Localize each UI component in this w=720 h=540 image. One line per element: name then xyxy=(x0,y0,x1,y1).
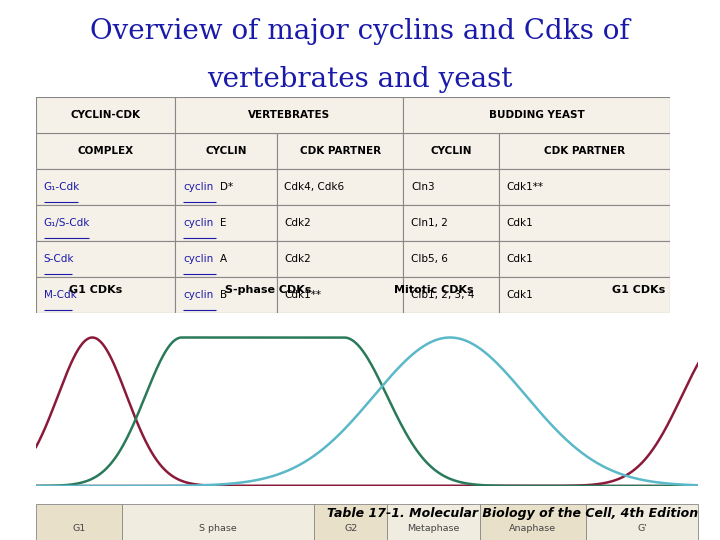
FancyBboxPatch shape xyxy=(403,133,498,169)
FancyBboxPatch shape xyxy=(36,133,176,169)
FancyBboxPatch shape xyxy=(276,169,403,205)
FancyBboxPatch shape xyxy=(176,133,276,169)
FancyBboxPatch shape xyxy=(36,97,176,133)
Text: cyclin: cyclin xyxy=(183,290,213,300)
FancyBboxPatch shape xyxy=(276,205,403,241)
FancyBboxPatch shape xyxy=(276,277,403,313)
Text: Cln3: Cln3 xyxy=(411,182,435,192)
Text: B: B xyxy=(220,290,227,300)
Text: Anaphase: Anaphase xyxy=(509,524,557,534)
Text: Clb1, 2, 3, 4: Clb1, 2, 3, 4 xyxy=(411,290,474,300)
Text: Cln1, 2: Cln1, 2 xyxy=(411,218,448,228)
Text: S-Cdk: S-Cdk xyxy=(44,254,74,264)
Text: Mitotic CDKs: Mitotic CDKs xyxy=(394,285,473,295)
FancyBboxPatch shape xyxy=(176,169,276,205)
FancyBboxPatch shape xyxy=(498,97,670,133)
FancyBboxPatch shape xyxy=(276,133,403,169)
Text: Cdk1**: Cdk1** xyxy=(284,290,321,300)
Text: CYCLIN: CYCLIN xyxy=(431,146,472,156)
FancyBboxPatch shape xyxy=(498,205,670,241)
FancyBboxPatch shape xyxy=(176,97,403,133)
Text: BUDDING YEAST: BUDDING YEAST xyxy=(489,110,585,120)
Bar xyxy=(36,504,122,540)
Bar xyxy=(387,504,480,540)
FancyBboxPatch shape xyxy=(498,277,670,313)
FancyBboxPatch shape xyxy=(403,169,498,205)
FancyBboxPatch shape xyxy=(276,241,403,277)
FancyBboxPatch shape xyxy=(403,277,498,313)
FancyBboxPatch shape xyxy=(498,169,670,205)
Text: G₁-Cdk: G₁-Cdk xyxy=(44,182,80,192)
FancyBboxPatch shape xyxy=(176,205,276,241)
Text: Cdk1: Cdk1 xyxy=(506,290,533,300)
FancyBboxPatch shape xyxy=(403,97,498,133)
Text: CYCLIN: CYCLIN xyxy=(205,146,247,156)
Text: vertebrates and yeast: vertebrates and yeast xyxy=(207,66,513,93)
Text: VERTEBRATES: VERTEBRATES xyxy=(248,110,330,120)
FancyBboxPatch shape xyxy=(36,277,176,313)
Text: Table 17-1. Molecular Biology of the Cell, 4th Edition: Table 17-1. Molecular Biology of the Cel… xyxy=(328,507,698,519)
Text: S-phase CDKs: S-phase CDKs xyxy=(225,285,311,295)
Text: CDK PARTNER: CDK PARTNER xyxy=(544,146,625,156)
Text: G1 CDKs: G1 CDKs xyxy=(612,285,665,295)
Text: G₁/S-Cdk: G₁/S-Cdk xyxy=(44,218,90,228)
Text: Cdk2: Cdk2 xyxy=(284,218,311,228)
FancyBboxPatch shape xyxy=(36,169,176,205)
Text: COMPLEX: COMPLEX xyxy=(78,146,134,156)
Text: G': G' xyxy=(637,524,647,534)
Text: cyclin: cyclin xyxy=(183,218,213,228)
Text: CDK PARTNER: CDK PARTNER xyxy=(300,146,381,156)
Bar xyxy=(480,504,586,540)
Text: Overview of major cyclins and Cdks of: Overview of major cyclins and Cdks of xyxy=(90,18,630,45)
Text: cyclin: cyclin xyxy=(183,182,213,192)
FancyBboxPatch shape xyxy=(176,241,276,277)
FancyBboxPatch shape xyxy=(176,277,276,313)
Text: Cdk1: Cdk1 xyxy=(506,254,533,264)
FancyBboxPatch shape xyxy=(36,205,176,241)
Text: Cdk4, Cdk6: Cdk4, Cdk6 xyxy=(284,182,344,192)
Text: Cdk1: Cdk1 xyxy=(506,218,533,228)
FancyBboxPatch shape xyxy=(498,241,670,277)
FancyBboxPatch shape xyxy=(36,241,176,277)
Bar xyxy=(122,504,314,540)
FancyBboxPatch shape xyxy=(403,205,498,241)
Text: Cdk1**: Cdk1** xyxy=(506,182,543,192)
Text: E: E xyxy=(220,218,226,228)
FancyBboxPatch shape xyxy=(498,133,670,169)
Text: CYCLIN-CDK: CYCLIN-CDK xyxy=(71,110,140,120)
FancyBboxPatch shape xyxy=(403,97,670,133)
FancyBboxPatch shape xyxy=(403,241,498,277)
Text: Clb5, 6: Clb5, 6 xyxy=(411,254,448,264)
FancyBboxPatch shape xyxy=(36,97,176,133)
Text: G1: G1 xyxy=(73,524,86,534)
Bar xyxy=(314,504,387,540)
Text: Cdk2: Cdk2 xyxy=(284,254,311,264)
Bar xyxy=(586,504,698,540)
Text: D*: D* xyxy=(220,182,233,192)
FancyBboxPatch shape xyxy=(176,97,276,133)
Text: S phase: S phase xyxy=(199,524,237,534)
Text: A: A xyxy=(220,254,227,264)
Text: M-Cdk: M-Cdk xyxy=(44,290,76,300)
FancyBboxPatch shape xyxy=(276,97,403,133)
Text: G1 CDKs: G1 CDKs xyxy=(69,285,122,295)
Text: cyclin: cyclin xyxy=(183,254,213,264)
Text: Metaphase: Metaphase xyxy=(408,524,459,534)
Text: G2: G2 xyxy=(344,524,357,534)
